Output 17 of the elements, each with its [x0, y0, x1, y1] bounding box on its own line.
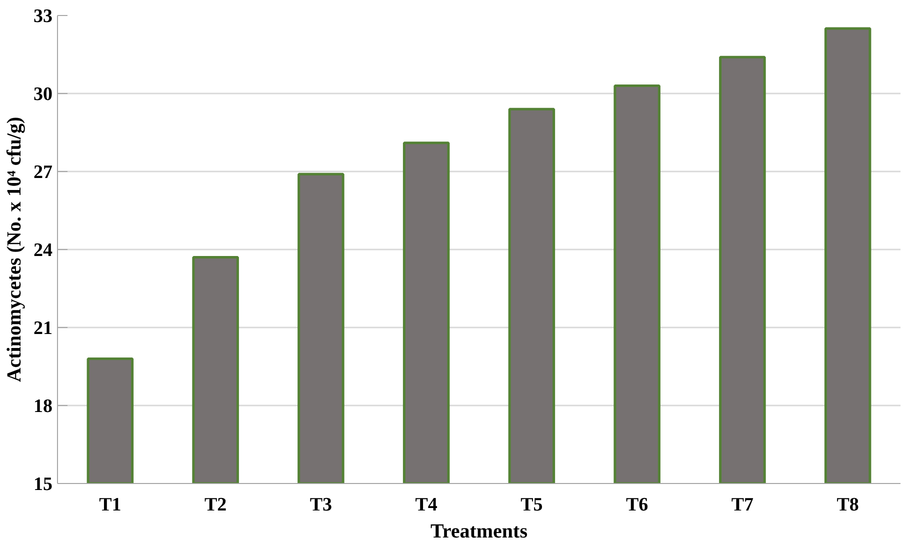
y-tick-label: 15 — [34, 474, 52, 495]
x-tick-label: T4 — [415, 494, 438, 516]
y-tick-label: 30 — [34, 84, 52, 105]
y-tick-label: 18 — [34, 396, 52, 417]
x-axis-title: Treatments — [430, 520, 528, 542]
x-tick-label: T6 — [626, 494, 648, 516]
x-tick-label: T5 — [520, 494, 543, 516]
y-tick-label: 21 — [34, 318, 52, 339]
y-tick-label: 27 — [34, 162, 53, 183]
x-tick-label: T7 — [731, 494, 754, 516]
x-tick-label: T8 — [836, 494, 859, 516]
x-tick-label: T3 — [310, 494, 332, 516]
y-tick-label: 24 — [34, 240, 53, 261]
y-tick-label: 33 — [34, 6, 52, 27]
x-tick-label: T2 — [204, 494, 227, 516]
y-axis-title: Actinomycetes (No. x 10⁴ cfu/g) — [4, 116, 26, 382]
x-tick-label: T1 — [99, 494, 122, 516]
